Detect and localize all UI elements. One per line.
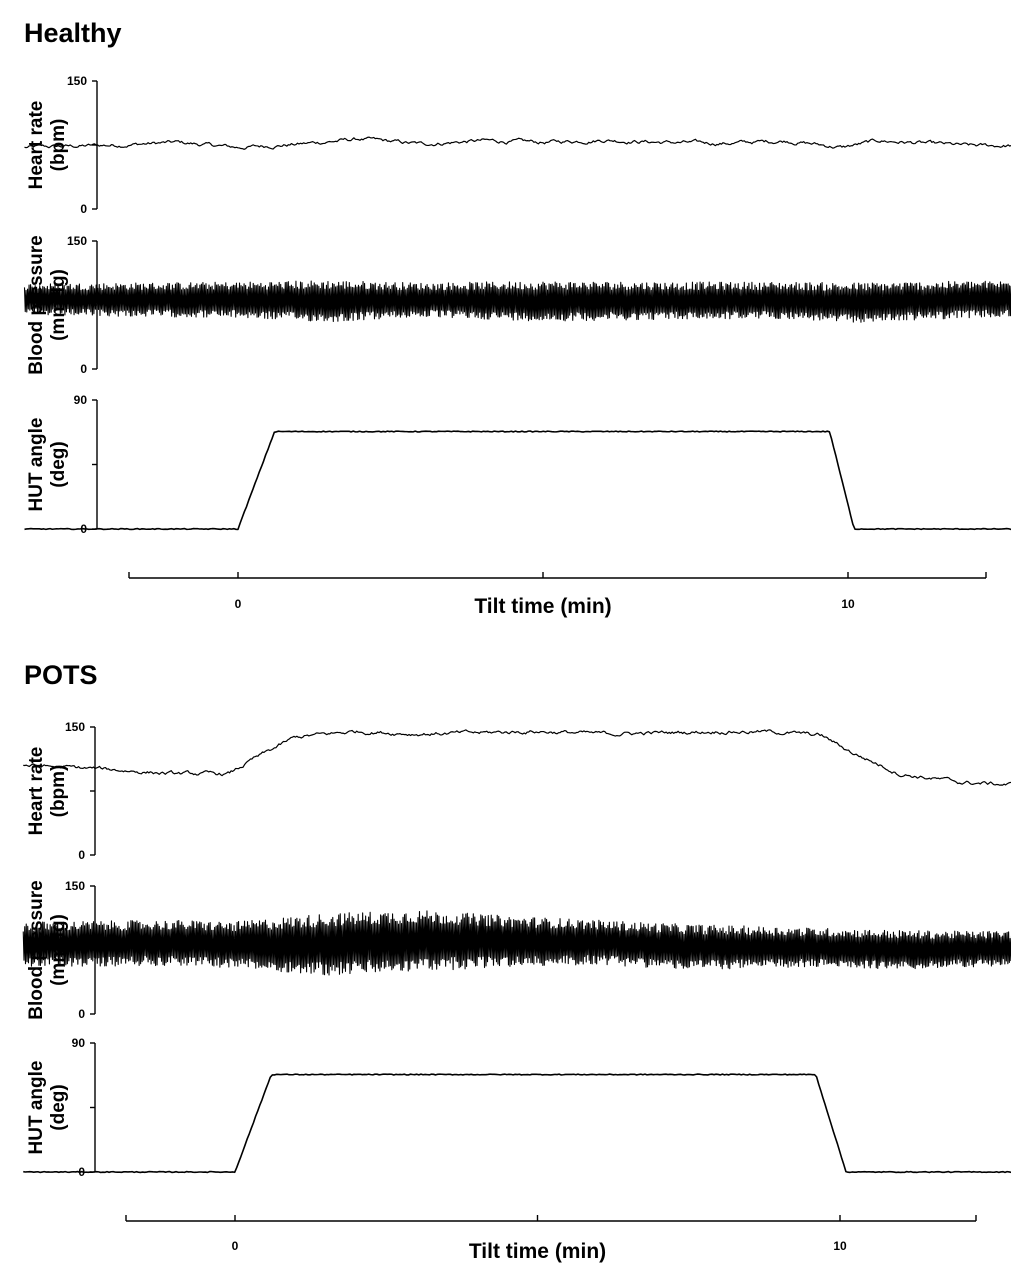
y-axis-label-line: (bpm) xyxy=(48,765,69,818)
y-tick-label: 150 xyxy=(67,234,87,248)
x-tick-label: 0 xyxy=(235,597,242,611)
y-axis-label-line: HUT angle xyxy=(26,418,47,512)
heart-rate-trace xyxy=(23,729,1011,786)
blood-pressure-trace xyxy=(22,910,1011,976)
y-tick-label: 90 xyxy=(72,1036,86,1050)
y-axis-label: Heart rate(bpm) xyxy=(26,101,69,190)
heart-rate-trace xyxy=(24,136,1011,150)
y-axis-label-line: HUT angle xyxy=(26,1061,47,1155)
y-axis-label: Heart rate(bpm) xyxy=(26,747,69,836)
y-tick-label: 0 xyxy=(80,202,87,216)
x-axis-label: Tilt time (min) xyxy=(469,1240,606,1263)
y-tick-label: 0 xyxy=(78,1007,85,1021)
y-tick-label: 150 xyxy=(65,879,85,893)
x-tick-label: 10 xyxy=(841,597,855,611)
hut-angle-trace xyxy=(23,1073,1011,1174)
group-title: POTS xyxy=(24,660,98,690)
x-tick-label: 0 xyxy=(232,1239,239,1253)
y-tick-label: 90 xyxy=(74,393,88,407)
y-axis-label-line: (bpm) xyxy=(48,119,69,172)
y-axis-label: HUT angle(deg) xyxy=(26,1061,69,1155)
y-tick-label: 150 xyxy=(65,720,85,734)
y-tick-label: 0 xyxy=(80,362,87,376)
y-tick-label: 150 xyxy=(67,74,87,88)
y-axis-label-line: (deg) xyxy=(48,1084,69,1130)
x-axis-label: Tilt time (min) xyxy=(474,595,611,618)
x-tick-label: 10 xyxy=(833,1239,847,1253)
blood-pressure-trace xyxy=(23,280,1011,323)
y-axis-label-line: Heart rate xyxy=(26,747,47,836)
y-axis-label-line: (deg) xyxy=(48,441,69,487)
y-axis-label: HUT angle(deg) xyxy=(26,418,69,512)
group-title: Healthy xyxy=(24,18,122,48)
hut-angle-trace xyxy=(24,430,1011,531)
y-tick-label: 0 xyxy=(78,848,85,862)
